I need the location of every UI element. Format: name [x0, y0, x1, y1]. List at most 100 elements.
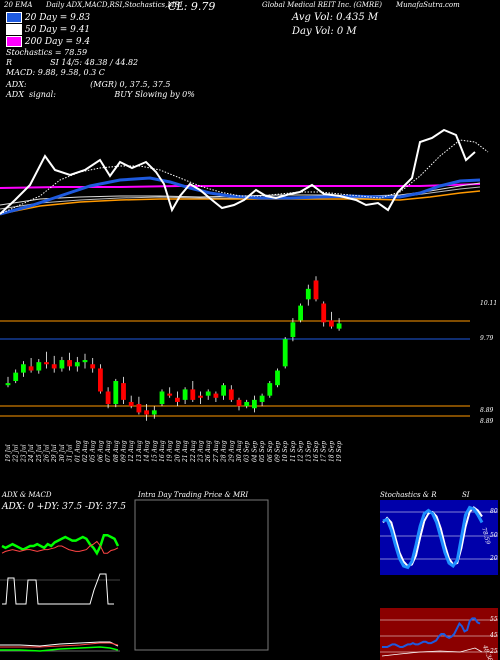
date-tick-label: 06 Sep: [267, 441, 274, 462]
date-tick-label: 18 Sep: [328, 441, 335, 462]
macd-readout: MACD: 9.88, 9.58, 0.3 C: [6, 68, 105, 77]
adx-macd-panel: [0, 533, 120, 652]
candle-down: [190, 389, 196, 400]
date-tick-label: 12 Sep: [298, 441, 305, 462]
ma-lines: [0, 128, 489, 216]
candle-down: [167, 393, 173, 396]
candle-up: [275, 370, 280, 386]
date-tick-label: 29 Aug: [228, 440, 235, 463]
date-tick-label: 29 Jul: [51, 444, 58, 463]
adx-panel-title: ADX & MACD: [2, 491, 52, 499]
date-tick-label: 20 Aug: [174, 440, 181, 463]
candle-down: [236, 399, 242, 407]
candle-down: [105, 391, 111, 405]
date-tick-label: 19 Aug: [167, 440, 174, 462]
legend-20day-swatch: [6, 12, 22, 23]
date-tick-label: 19 Jul: [5, 444, 12, 462]
candle-up: [182, 389, 188, 400]
date-tick-label: 30 Aug: [236, 440, 243, 462]
candle-up: [298, 305, 303, 321]
candle-down: [213, 393, 219, 398]
candle-down: [329, 320, 334, 327]
candle-up: [159, 391, 165, 405]
date-tick-label: 02 Aug: [82, 440, 89, 462]
dotted-line: [0, 139, 489, 215]
adx-white-line: [2, 573, 114, 605]
legend-200day: 200 Day = 9.4: [6, 36, 90, 47]
candle-down: [175, 397, 180, 402]
candle-up: [5, 383, 11, 386]
candle-up: [259, 395, 265, 402]
price-label-high: 10.11: [480, 300, 497, 307]
price-label-low2: 8.89: [480, 418, 494, 425]
candle-down: [313, 280, 319, 300]
candle-down: [44, 362, 49, 365]
date-tick-label: 24 Jul: [28, 444, 35, 463]
date-tick-label: 26 Aug: [205, 440, 212, 463]
date-tick-label: 21 Aug: [182, 440, 189, 463]
candle-up: [336, 323, 342, 329]
date-tick-label: 16 Aug: [159, 440, 166, 462]
date-tick-label: 03 Sep: [244, 441, 251, 462]
stochastics-readout: Stochastics = 78.59: [6, 48, 88, 57]
date-axis: 19 Jul 22 Jul 23 Jul 24 Jul 25 Jul 26 Jul 29 J…: [5, 440, 343, 463]
candle-up: [82, 360, 88, 363]
legend-200day-swatch: [6, 36, 22, 47]
candle-down: [128, 401, 134, 407]
adx-plus-line: [1, 533, 120, 556]
candle-up: [267, 383, 273, 396]
candlesticks: [5, 276, 342, 421]
candle-up: [74, 362, 80, 367]
candle-up: [305, 288, 311, 300]
stoch-tick-50: 50: [490, 532, 498, 539]
date-tick-label: 23 Jul: [20, 444, 27, 463]
candle-down: [198, 395, 203, 398]
legend-20day: 20 Day = 9.83: [6, 12, 90, 23]
date-tick-label: 27 Aug: [213, 440, 220, 463]
adx-panel-values: ADX: 0 +DY: 37.5 -DY: 37.5: [2, 502, 127, 512]
header-close: CL: 9.79: [168, 0, 216, 13]
candle-up: [205, 391, 211, 396]
macd-histogram-line: [0, 646, 119, 652]
avg-volume: Avg Vol: 0.435 M: [292, 12, 379, 23]
legend-50day: 50 Day = 9.41: [6, 24, 90, 35]
date-tick-label: 09 Aug: [121, 440, 128, 462]
rsi-readout: R SI 14/5: 48.38 / 44.82: [6, 58, 139, 67]
rsi-white-line: [381, 647, 483, 657]
candle-up: [221, 385, 226, 396]
date-tick-label: 16 Sep: [313, 441, 320, 462]
legend-50day-swatch: [6, 24, 22, 35]
stochastics-panel: 80 50 20 78.59: [380, 500, 498, 575]
price-label-low1: 8.89: [480, 407, 494, 414]
candle-down: [121, 383, 126, 400]
date-tick-label: 30 Jul: [59, 444, 66, 462]
day-volume: Day Vol: 0 M: [292, 26, 357, 37]
date-tick-label: 13 Sep: [305, 441, 312, 462]
date-tick-label: 05 Sep: [259, 441, 266, 462]
candle-down: [321, 303, 327, 323]
stoch-value: 78.59: [480, 527, 491, 546]
date-tick-label: 13 Aug: [136, 440, 143, 462]
candle-up: [282, 339, 288, 367]
rsi-tick-25: 25: [489, 648, 498, 655]
date-tick-label: 22 Jul: [13, 444, 20, 463]
date-tick-label: 15 Aug: [151, 440, 158, 462]
date-tick-label: 04 Sep: [251, 441, 258, 462]
candle-down: [136, 404, 142, 413]
candle-down: [90, 364, 96, 369]
rsi-tick-45: 45: [489, 632, 498, 639]
date-tick-label: 26 Jul: [44, 444, 51, 463]
date-tick-label: 01 Aug: [74, 440, 81, 462]
header-ticker: Global Medical REIT Inc. (GMRE): [262, 1, 383, 9]
stoch-tick-20: 20: [489, 555, 498, 562]
date-tick-label: 10 Sep: [282, 441, 289, 462]
date-tick-label: 12 Aug: [128, 440, 135, 462]
candle-down: [98, 368, 103, 392]
date-tick-label: 22 Aug: [190, 440, 197, 463]
price-white-line: [0, 128, 476, 215]
stoch-panel-title: Stochastics & R: [380, 491, 437, 499]
stoch-k-line: [382, 505, 484, 570]
date-tick-label: 09 Sep: [275, 441, 282, 462]
date-tick-label: 31 Jul: [67, 444, 74, 462]
